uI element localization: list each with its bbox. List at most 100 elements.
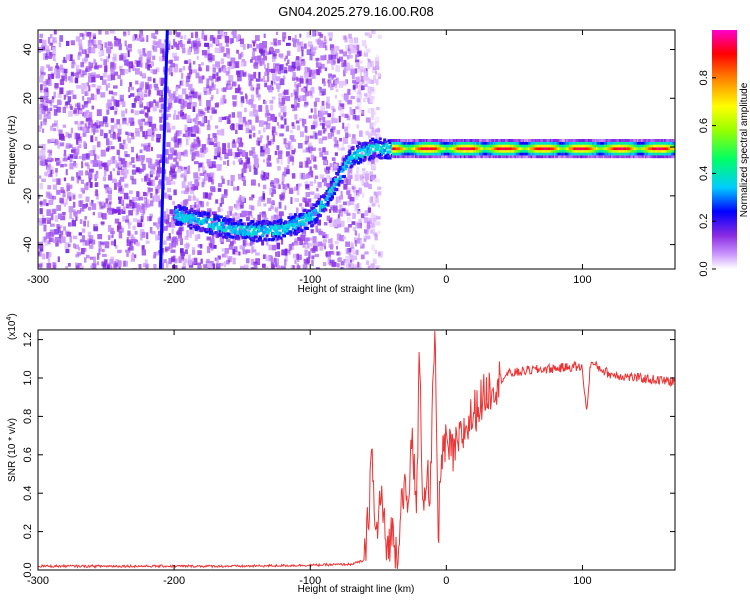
spectrogram-noise-cell: [217, 206, 221, 213]
spectrogram-noise-cell: [199, 172, 204, 176]
spectrogram-noise-cell: [231, 123, 235, 131]
spectrogram-noise-cell: [266, 197, 272, 204]
spectrogram-noise-cell: [217, 30, 221, 35]
spectrogram-noise-cell: [43, 236, 47, 243]
spectrogram-steady-cell: [496, 141, 500, 145]
spectrogram-trace-cell: [378, 141, 382, 144]
spectrogram-noise-cell: [289, 135, 295, 140]
spectrogram-noise-cell: [341, 62, 344, 68]
spectrogram-steady-cell: [528, 139, 531, 142]
spectrogram-noise-cell: [112, 132, 116, 140]
spectrogram-trace-cell: [388, 150, 392, 154]
spectrogram-steady-cell: [408, 144, 411, 148]
spectrogram-noise-cell: [297, 184, 300, 190]
spectrogram-noise-cell: [334, 137, 337, 144]
spectrogram-noise-cell: [86, 254, 90, 259]
spectrogram-noise-cell: [119, 157, 122, 165]
spectrogram-noise-cell: [323, 110, 328, 115]
spectrogram-noise-cell: [170, 163, 173, 168]
spectrogram-steady-cell: [583, 147, 587, 151]
spectrogram-noise-cell: [83, 141, 86, 148]
spectrogram-trace-cell: [332, 179, 335, 183]
spectrogram-noise-cell: [159, 48, 165, 54]
spectrogram-noise-cell: [271, 96, 276, 100]
spectrogram-steady-cell: [474, 144, 478, 148]
spectrogram-noise-cell: [316, 228, 322, 233]
spectrogram-noise-cell: [102, 73, 107, 78]
spectrogram-noise-cell: [146, 145, 150, 150]
spectrogram-noise-cell: [193, 185, 199, 190]
spectrogram-noise-cell: [278, 112, 281, 117]
spectrogram-noise-cell: [355, 77, 360, 83]
spectrogram-noise-cell: [331, 65, 334, 70]
spectrogram-noise-cell: [211, 233, 215, 239]
spectrogram-noise-cell: [287, 156, 292, 162]
spectrogram-trace-cell: [318, 209, 322, 213]
spectrogram-steady-cell: [489, 149, 493, 153]
spectrogram-noise-cell: [79, 46, 83, 54]
spectrogram-noise-cell: [208, 138, 213, 145]
spectrogram-noise-cell: [206, 158, 211, 164]
spectrogram-noise-cell: [225, 215, 230, 221]
spectrogram-trace-cell: [372, 155, 376, 159]
spectrogram-noise-cell: [126, 237, 129, 243]
spectrogram-steady-cell: [430, 144, 433, 148]
spectrogram-steady-cell: [523, 155, 527, 159]
spectrogram-noise-cell: [178, 256, 182, 263]
spectrogram-trace-cell: [202, 221, 206, 225]
spectrogram-trace-cell: [344, 167, 347, 170]
spectrogram-noise-cell: [324, 54, 327, 60]
spectrogram-noise-cell: [276, 122, 279, 126]
spectrogram-noise-cell: [73, 162, 78, 168]
spectrogram-trace-cell: [212, 222, 216, 226]
spectrogram-noise-cell: [322, 262, 327, 267]
spectrogram-trace-cell: [366, 147, 370, 151]
spectrogram-noise-cell: [76, 176, 79, 184]
spectrogram-noise-cell: [135, 131, 140, 137]
spectrogram-noise-cell: [271, 68, 276, 74]
spectrogram-steady-cell: [410, 139, 414, 142]
spectrogram-noise-cell: [158, 180, 162, 186]
spectrogram-steady-cell: [581, 144, 584, 148]
spectrogram-noise-cell: [160, 103, 166, 110]
spectrogram-noise-cell: [255, 258, 261, 265]
spectrogram-noise-cell: [364, 83, 368, 87]
spectrogram-noise-cell: [128, 222, 131, 229]
spectrogram-noise-cell: [135, 242, 140, 247]
spectrogram-noise-cell: [218, 67, 222, 73]
spectrogram-noise-cell: [322, 78, 326, 84]
spectrogram-noise-cell: [151, 135, 155, 141]
spectrogram-trace-cell: [237, 223, 241, 227]
spectrogram-noise-cell: [197, 166, 201, 172]
spectrogram-trace-cell: [327, 193, 331, 196]
spectrogram-noise-cell: [38, 194, 41, 199]
spectrogram-noise-cell: [270, 205, 274, 210]
spectrogram-noise-cell: [354, 240, 357, 247]
spectrogram-trace-cell: [248, 233, 252, 237]
spectrogram-noise-cell: [82, 239, 87, 246]
spectrogram-noise-cell: [355, 63, 360, 67]
spectrogram-steady-cell: [566, 149, 569, 153]
spectrogram-trace-cell: [218, 229, 222, 233]
spectrogram-steady-cell: [523, 149, 527, 153]
spectrogram-noise-cell: [173, 218, 177, 225]
spectrogram-noise-cell: [136, 211, 139, 215]
spectrogram-noise-cell: [46, 252, 50, 259]
spectrogram-noise-cell: [171, 258, 175, 263]
spectrogram-noise-cell: [299, 161, 303, 166]
spectrogram-noise-cell: [307, 78, 312, 86]
spectrogram-noise-cell: [196, 41, 201, 48]
spectrogram-noise-cell: [58, 233, 62, 239]
spectrogram-noise-cell: [127, 230, 131, 236]
spectrogram-steady-cell: [537, 144, 541, 148]
spectrogram-noise-cell: [284, 184, 288, 191]
spectrogram-noise-cell: [374, 65, 380, 71]
spectrogram-noise-cell: [296, 84, 299, 92]
spectrogram-noise-cell: [153, 264, 157, 269]
spectrogram-steady-cell: [534, 139, 538, 142]
spectrogram-noise-cell: [87, 164, 90, 170]
spectrogram-noise-cell: [121, 168, 126, 176]
spectrogram-noise-cell: [282, 75, 286, 80]
spectrogram-noise-cell: [302, 118, 307, 125]
spectrogram-noise-cell: [162, 259, 167, 263]
